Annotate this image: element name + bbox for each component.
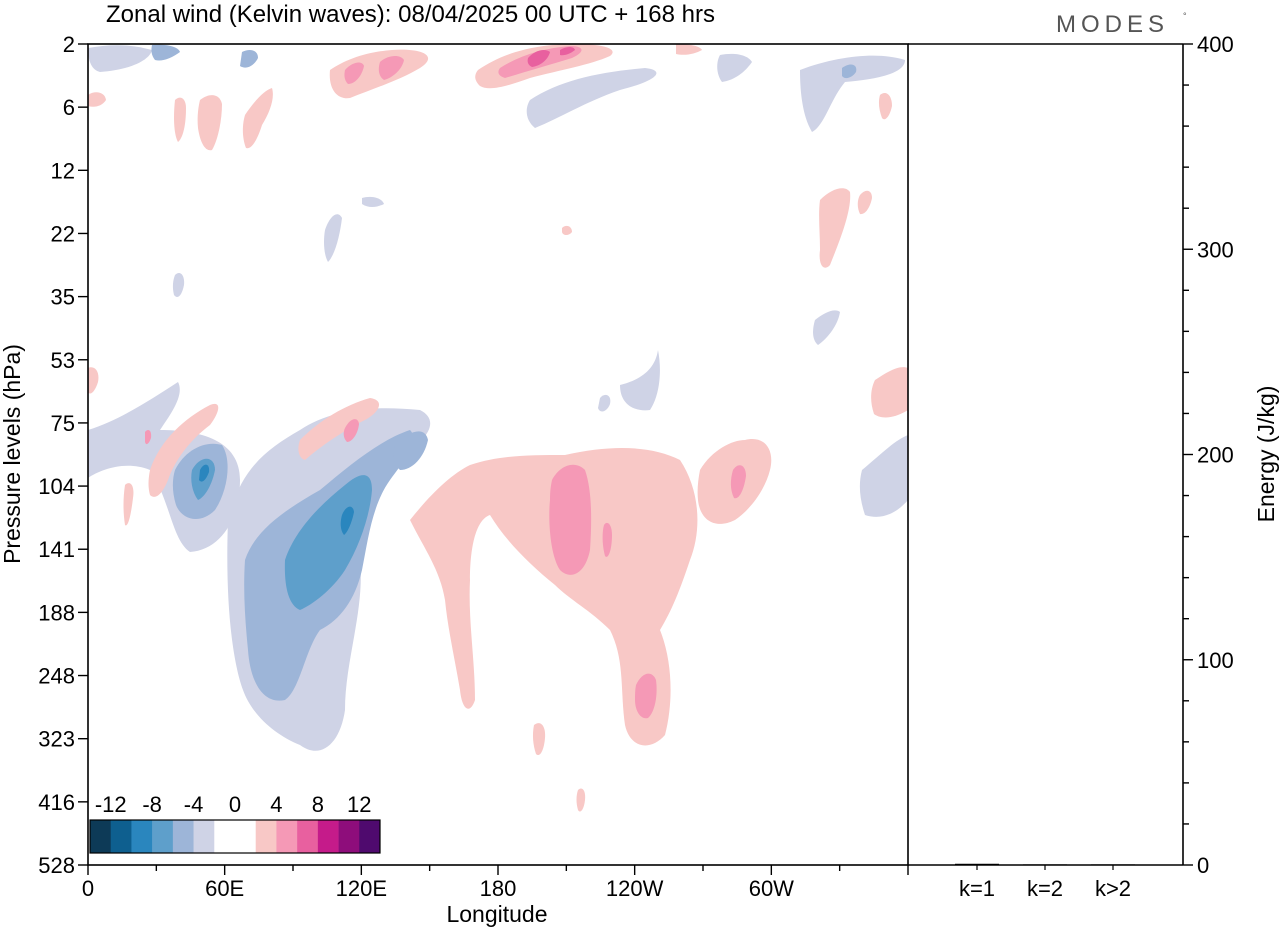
energy-axis-label: Energy (J/kg): [1253, 386, 1279, 523]
negative-anomaly-max: [199, 464, 354, 535]
contour-field: [88, 44, 908, 812]
chart-title: Zonal wind (Kelvin waves): 08/04/2025 00…: [106, 1, 715, 28]
y-tick-label: 188: [38, 600, 75, 625]
energy-bar: [955, 863, 999, 865]
colorbar-label: 12: [347, 792, 371, 817]
colorbar: -12 -8 -4 0 4 8 12: [89, 792, 381, 854]
positive-anomaly-light: [88, 44, 908, 812]
colorbar-swatch: [90, 820, 112, 853]
brand-logo: MODES: [1056, 11, 1169, 38]
colorbar-swatch: [317, 820, 339, 853]
colorbar-swatch: [131, 820, 153, 853]
energy-tick-label: 200: [1197, 443, 1234, 468]
colorbar-swatch: [214, 820, 236, 853]
x-tick-label: 60E: [205, 876, 244, 901]
colorbar-swatch: [172, 820, 194, 853]
energy-tick-label: 400: [1197, 32, 1234, 57]
y-tick-label: 528: [38, 853, 75, 878]
y-tick-label: 416: [38, 790, 75, 815]
energy-tick-label: 300: [1197, 237, 1234, 262]
colorbar-swatch: [152, 820, 174, 853]
y-tick-label: 104: [38, 474, 75, 499]
y-axis-label: Pressure levels (hPa): [0, 344, 25, 564]
y-tick-label: 35: [51, 285, 75, 310]
energy-category-label: k=1: [959, 876, 995, 901]
energy-bars: k=1 k=2 k>2: [955, 863, 1135, 901]
colorbar-swatch: [297, 820, 319, 853]
x-axis-label: Longitude: [446, 901, 547, 927]
positive-anomaly-strong: [527, 47, 575, 67]
energy-category-label: k>2: [1095, 876, 1131, 901]
colorbar-frame: [89, 819, 381, 854]
energy-category-label: k=2: [1027, 876, 1063, 901]
colorbar-label: 0: [229, 792, 241, 817]
negative-anomaly-light: [88, 45, 908, 751]
colorbar-swatch: [255, 820, 277, 853]
x-tick-label: 180: [480, 876, 517, 901]
colorbar-swatch: [193, 820, 215, 853]
y-tick-label: 53: [51, 348, 75, 373]
longitude-axis: 0 60E 120E 180 120W 60W: [82, 865, 909, 901]
y-tick-label: 141: [38, 537, 75, 562]
y-tick-label: 22: [51, 221, 75, 246]
y-tick-label: 2: [63, 32, 75, 57]
colorbar-swatch: [276, 820, 298, 853]
y-tick-label: 12: [51, 158, 75, 183]
x-tick-label: 0: [82, 876, 94, 901]
colorbar-label: -12: [95, 792, 127, 817]
y-tick-label: 6: [63, 95, 75, 120]
colorbar-swatch: [110, 820, 132, 853]
pressure-axis: 2 6 12 22 35 53 75 104 141 188 248 323 416 528: [38, 32, 88, 878]
x-tick-label: 120W: [606, 876, 664, 901]
colorbar-label: 8: [312, 792, 324, 817]
energy-tick-label: 100: [1197, 648, 1234, 673]
y-tick-label: 323: [38, 727, 75, 752]
x-tick-label: 60W: [749, 876, 794, 901]
energy-tick-label: 0: [1197, 853, 1209, 878]
negative-anomaly-medium: [151, 44, 857, 701]
x-tick-label: 120E: [336, 876, 387, 901]
colorbar-label: -4: [184, 792, 204, 817]
brand-mark: °: [1183, 11, 1187, 21]
colorbar-swatch: [359, 820, 381, 853]
y-tick-label: 248: [38, 664, 75, 689]
energy-bar: [1023, 864, 1067, 866]
colorbar-label: 4: [270, 792, 282, 817]
colorbar-swatch: [338, 820, 360, 853]
colorbar-swatch: [235, 820, 257, 853]
y-tick-label: 75: [51, 411, 75, 436]
energy-axis: 0 100 200 300 400: [1183, 32, 1234, 878]
energy-bar: [1091, 864, 1135, 866]
colorbar-label: -8: [142, 792, 162, 817]
